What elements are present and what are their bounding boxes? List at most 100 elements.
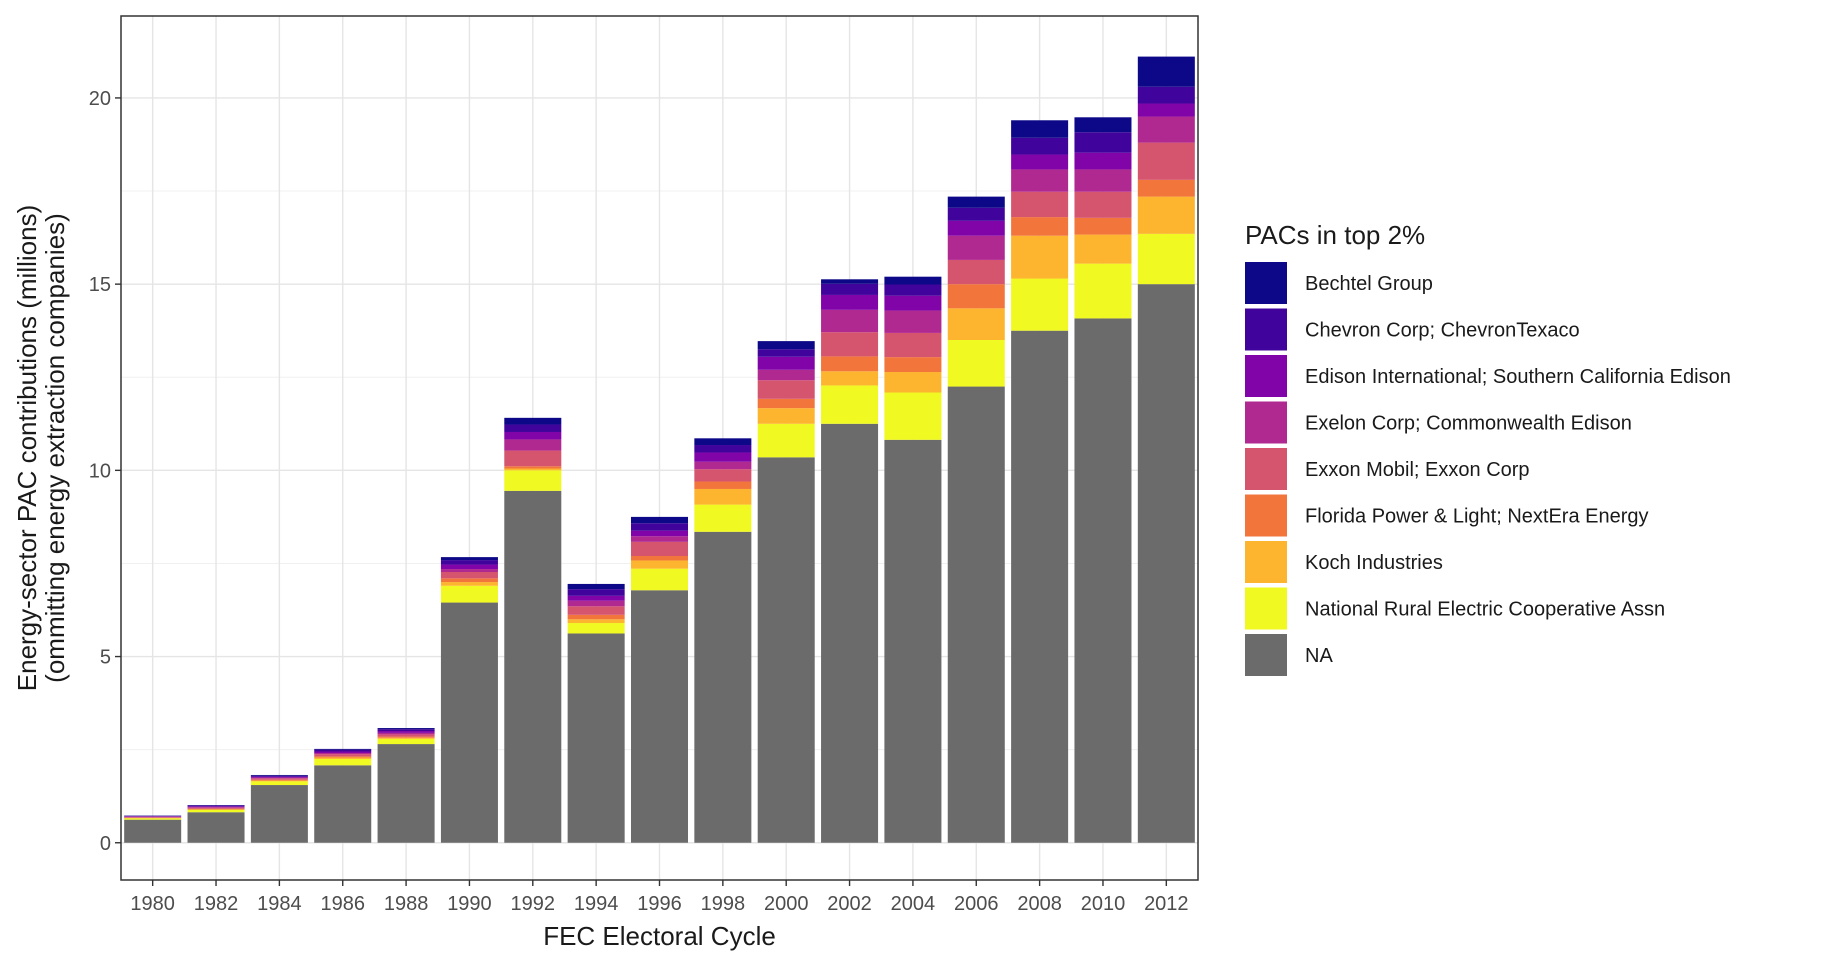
bar-segment <box>884 277 941 285</box>
x-tick-label: 2000 <box>764 893 809 915</box>
bar-segment <box>1074 192 1131 218</box>
legend-key <box>1245 541 1287 583</box>
bar-segment <box>314 750 371 752</box>
bar-segment <box>631 523 688 530</box>
legend-key <box>1245 309 1287 351</box>
bar-segment <box>694 505 751 532</box>
bar-segment <box>758 341 815 349</box>
bar-segment <box>631 517 688 523</box>
bar-segment <box>821 371 878 385</box>
legend-key <box>1245 588 1287 630</box>
bar-segment <box>884 357 941 372</box>
bar-segment <box>568 589 625 596</box>
bar-segment <box>568 615 625 619</box>
bar-segment <box>378 733 435 734</box>
bar-segment <box>1011 169 1068 191</box>
bar-segment <box>504 451 561 467</box>
bar-segment <box>1138 117 1195 143</box>
bar-segment <box>568 596 625 601</box>
bar-segment <box>694 489 751 505</box>
bar-segment <box>948 197 1005 208</box>
bar-segment <box>1074 264 1131 319</box>
bar-segment <box>1138 197 1195 234</box>
bar-segment <box>1138 284 1195 843</box>
bar-segment <box>251 785 308 843</box>
bar-segment <box>314 757 371 758</box>
bar-segment <box>631 590 688 842</box>
x-axis-title: FEC Electoral Cycle <box>543 921 776 951</box>
legend-label: Exelon Corp; Commonwealth Edison <box>1305 413 1632 435</box>
bar-segment <box>948 221 1005 236</box>
bar-segment <box>631 531 688 537</box>
x-tick-label: 1984 <box>257 893 302 915</box>
bar-segment <box>631 560 688 568</box>
bar-segment <box>188 808 245 809</box>
bar-segment <box>1011 138 1068 155</box>
bar-segment <box>1011 236 1068 279</box>
bar-segment <box>758 380 815 399</box>
bar-segment <box>884 311 941 333</box>
legend-key <box>1245 355 1287 397</box>
x-tick-label: 1986 <box>320 893 365 915</box>
bar-segment <box>441 557 498 560</box>
bar-segment <box>568 584 625 589</box>
legend-key <box>1245 495 1287 537</box>
bar-segment <box>504 491 561 843</box>
bar-segment <box>378 744 435 843</box>
x-tick-label: 1990 <box>447 893 492 915</box>
bar-segment <box>124 817 181 818</box>
bar-segment <box>1074 153 1131 170</box>
bar-segment <box>251 778 308 779</box>
x-tick-label: 2008 <box>1017 893 1062 915</box>
bar-segment <box>1074 117 1131 132</box>
bar-segment <box>441 578 498 582</box>
bar-segment <box>631 542 688 556</box>
x-tick-label: 1992 <box>511 893 556 915</box>
bar-segment <box>441 603 498 843</box>
bar-segment <box>378 738 435 739</box>
bar-segment <box>504 425 561 432</box>
bar-segment <box>1138 57 1195 87</box>
bar-segment <box>314 759 371 765</box>
bar-segment <box>694 532 751 843</box>
bar-segment <box>124 818 181 819</box>
bar-segment <box>441 586 498 603</box>
bar-segment <box>378 734 435 736</box>
x-tick-label: 2012 <box>1144 893 1189 915</box>
bar-segment <box>568 619 625 623</box>
bar-segment <box>441 572 498 578</box>
bar-segment <box>188 806 245 807</box>
bar-segment <box>378 737 435 738</box>
legend-label: Edison International; Southern Californi… <box>1305 366 1731 388</box>
legend-key <box>1245 634 1287 676</box>
y-tick-label: 20 <box>89 88 111 110</box>
bar-segment <box>1074 235 1131 264</box>
x-tick-label: 1994 <box>574 893 619 915</box>
bar-segment <box>631 569 688 591</box>
y-tick-label: 10 <box>89 460 111 482</box>
bar-segment <box>378 739 435 744</box>
x-tick-label: 2002 <box>827 893 872 915</box>
bar-segment <box>631 556 688 560</box>
bar-segment <box>1138 143 1195 180</box>
y-axis-title: Energy-sector PAC contributions (million… <box>12 205 70 691</box>
legend-label: Bechtel Group <box>1305 273 1433 295</box>
bar-segment <box>631 536 688 542</box>
bar-segment <box>948 387 1005 843</box>
bar-segment <box>314 754 371 756</box>
bar-segment <box>251 776 308 777</box>
bar-segment <box>948 260 1005 284</box>
bar-segment <box>1074 169 1131 191</box>
bar-segment <box>821 332 878 356</box>
bar-segment <box>504 466 561 468</box>
bar-segment <box>251 780 308 781</box>
bar-segment <box>694 452 751 461</box>
x-tick-label: 1998 <box>701 893 746 915</box>
legend-key <box>1245 402 1287 444</box>
bar-segment <box>1138 87 1195 104</box>
bar-segment <box>758 370 815 380</box>
bar-segment <box>1074 318 1131 842</box>
bar-segment <box>504 470 561 490</box>
